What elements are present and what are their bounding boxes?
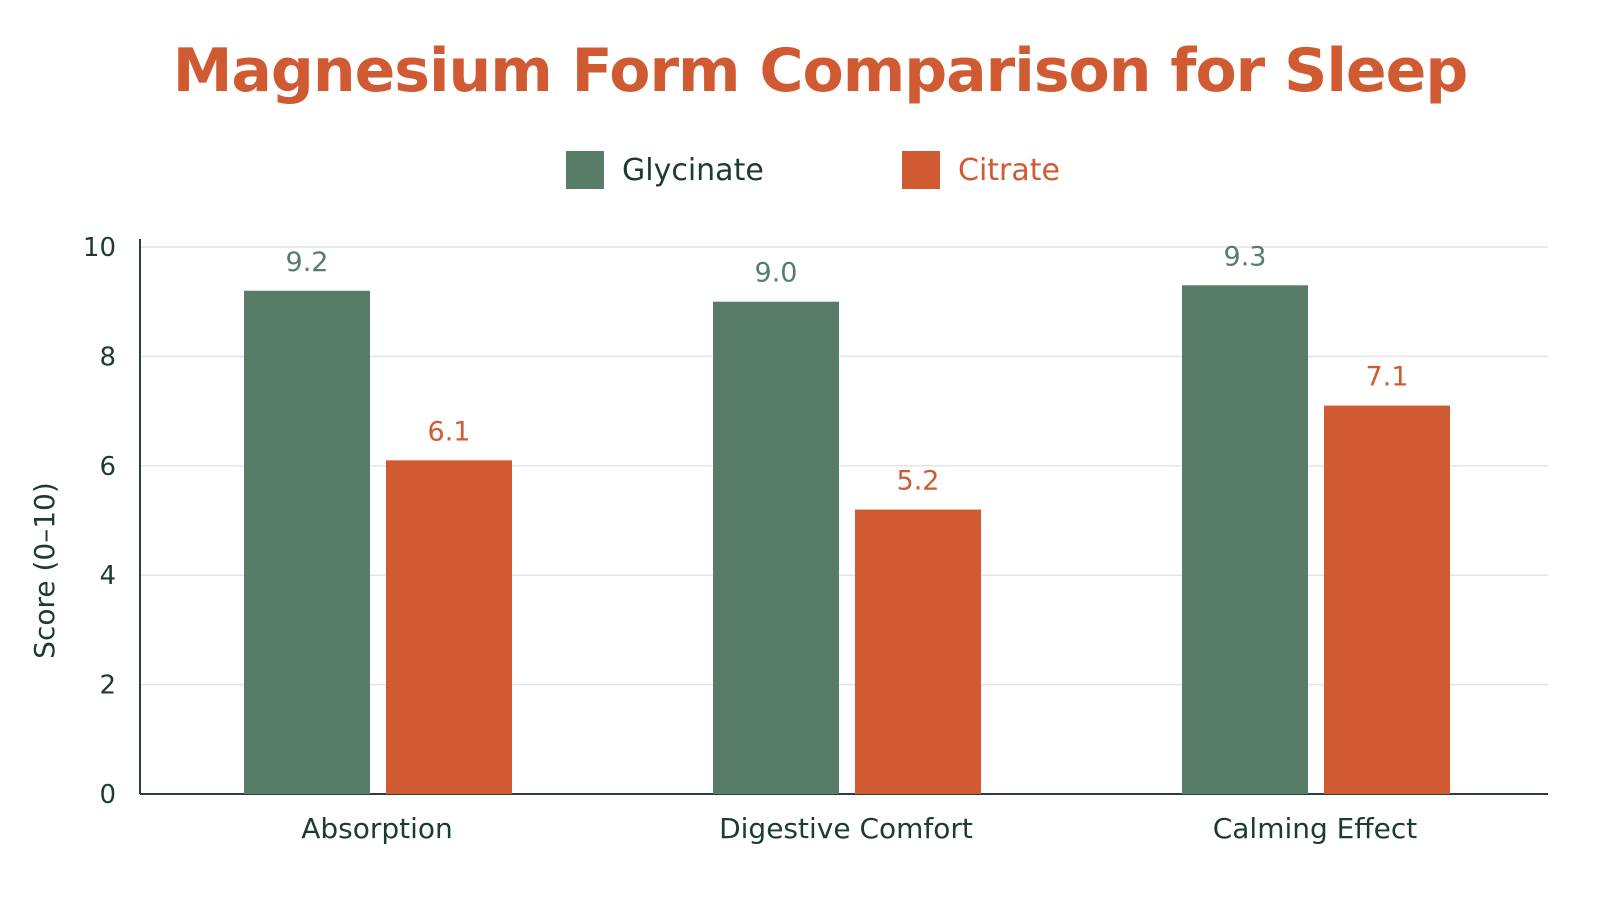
x-category-label: Absorption [301,812,453,845]
y-tick-label: 4 [99,561,116,591]
value-label: 7.1 [1366,362,1409,393]
legend-label-glycinate: Glycinate [622,152,764,188]
value-label: 5.2 [897,466,940,497]
legend-item-citrate: Citrate [902,150,1060,190]
y-tick-label: 10 [83,233,116,263]
y-tick-label: 2 [99,671,116,701]
bar-citrate-absorption [386,460,512,794]
bar-glycinate-absorption [244,290,370,794]
chart-title: Magnesium Form Comparison for Sleep [172,36,1469,106]
bar-glycinate-calming-effect [1182,285,1308,794]
bar-glycinate-digestive-comfort [713,301,839,794]
bar-citrate-digestive-comfort [855,509,981,794]
y-tick-label: 6 [99,452,116,482]
value-label: 9.3 [1224,241,1267,272]
y-axis-title: Score (0–10) [28,482,61,659]
legend-swatch-glycinate [566,151,604,189]
bar-citrate-calming-effect [1324,405,1450,794]
x-category-label: Digestive Comfort [719,812,973,845]
legend-label-citrate: Citrate [958,152,1060,188]
x-category-label: Calming Effect [1213,812,1418,845]
value-label: 6.1 [428,416,471,447]
y-tick-label: 8 [99,342,116,372]
y-tick-label: 0 [99,780,116,810]
legend-item-glycinate: Glycinate [566,150,764,190]
legend-swatch-citrate [902,151,940,189]
value-label: 9.2 [286,247,329,278]
value-label: 9.0 [755,258,798,289]
legend: Glycinate Citrate [0,150,1599,190]
